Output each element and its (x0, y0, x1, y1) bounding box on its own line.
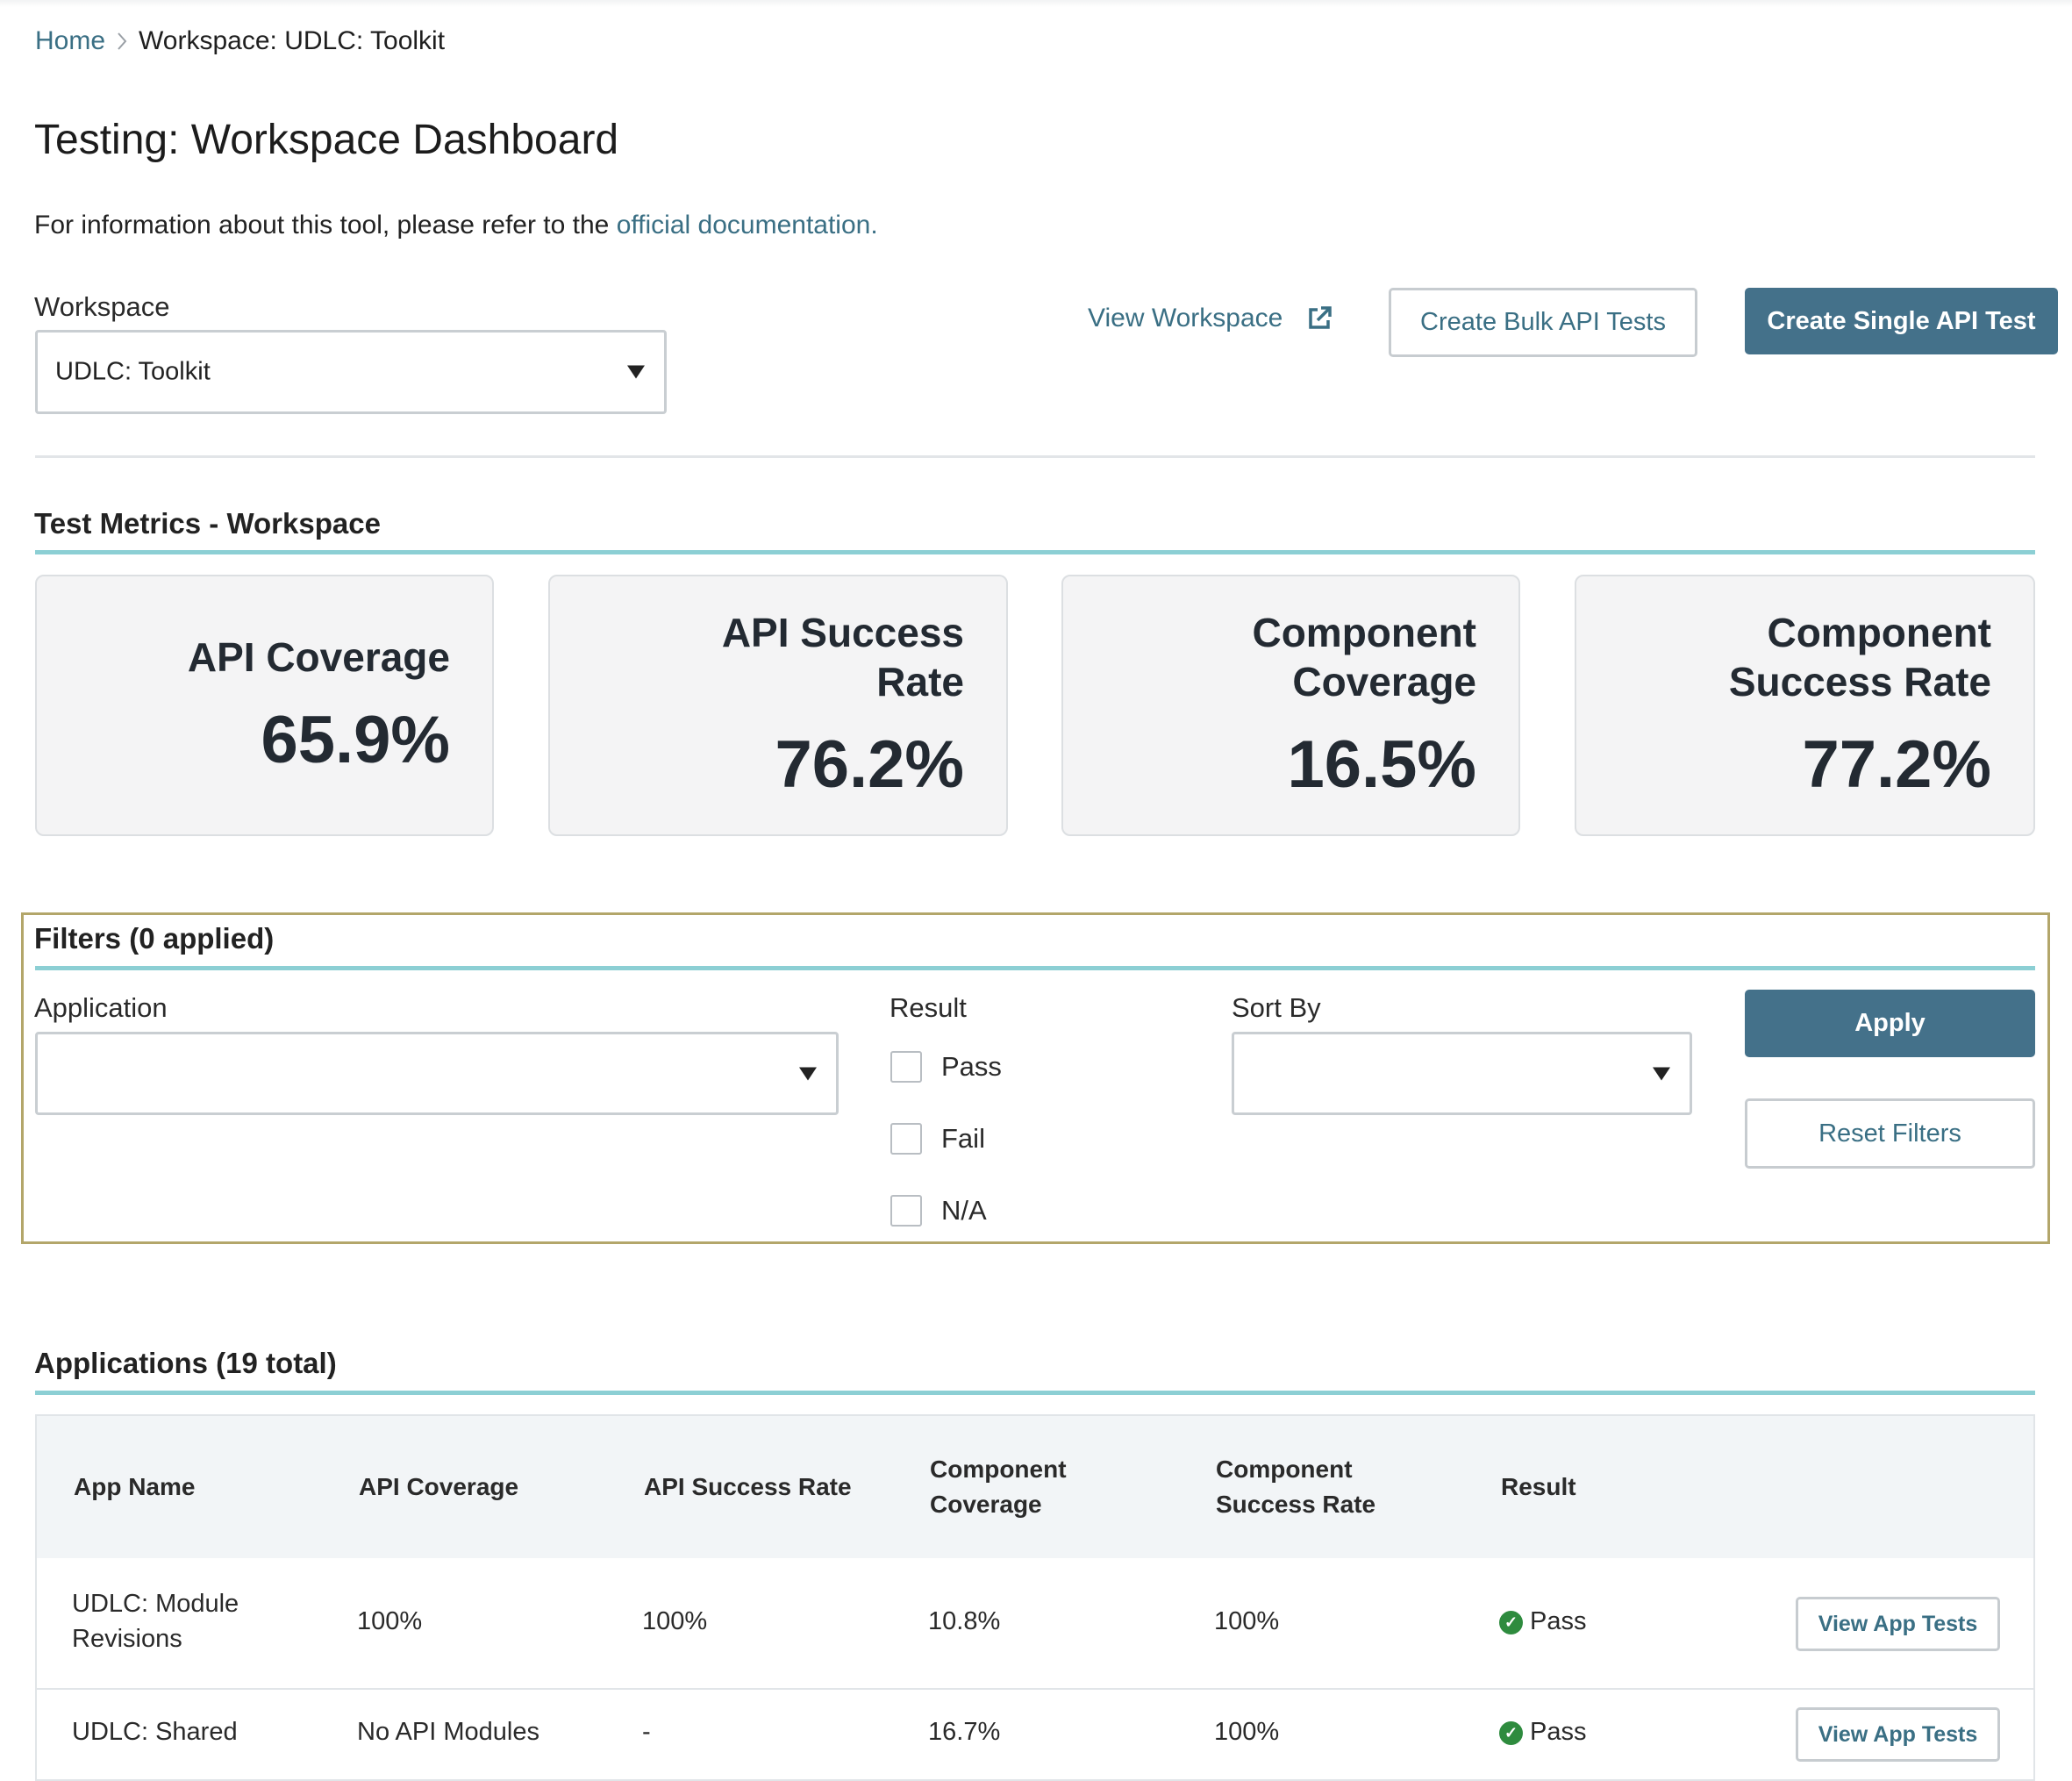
documentation-link[interactable]: official documentation. (616, 211, 878, 240)
column-header-component-success-rate: Component Success Rate (1216, 1456, 1376, 1518)
result-cell: ✓ Pass (1499, 1714, 1586, 1749)
create-single-api-test-button[interactable]: Create Single API Test (1745, 288, 2058, 354)
column-header-component-coverage: Component Coverage (930, 1456, 1067, 1518)
component-success-cell: 100% (1214, 1607, 1280, 1635)
table-header: App Name API Coverage API Success Rate C… (37, 1416, 2033, 1558)
fail-checkbox-label: Fail (941, 1123, 985, 1154)
divider (35, 455, 2035, 458)
filters-panel (21, 912, 2050, 1244)
view-app-tests-button[interactable]: View App Tests (1796, 1597, 2000, 1651)
metric-card-component-coverage: Component Coverage 16.5% (1061, 575, 1520, 836)
applications-title: Applications (19 total) (34, 1347, 337, 1379)
view-app-tests-button[interactable]: View App Tests (1796, 1707, 2000, 1762)
caret-down-icon (627, 365, 645, 379)
metric-card-api-coverage: API Coverage 65.9% (35, 575, 494, 836)
page-title: Testing: Workspace Dashboard (34, 117, 619, 163)
sort-by-label: Sort By (1232, 992, 1321, 1023)
application-filter-label: Application (34, 992, 168, 1023)
metric-card-value: 16.5% (1287, 727, 1477, 802)
api-coverage-cell: No API Modules (357, 1718, 539, 1746)
workspace-select[interactable]: UDLC: Toolkit (35, 330, 667, 414)
breadcrumb-current: Workspace: UDLC: Toolkit (139, 26, 446, 55)
applications-table: App Name API Coverage API Success Rate C… (35, 1414, 2035, 1781)
result-text: Pass (1530, 1718, 1587, 1746)
metric-card-component-success-rate: Component Success Rate 77.2% (1575, 575, 2035, 836)
component-coverage-cell: 16.7% (928, 1718, 1001, 1746)
result-option-fail[interactable]: Fail (890, 1123, 985, 1155)
info-text-body: For information about this tool, please … (34, 211, 617, 240)
view-workspace-link[interactable]: View Workspace (1088, 304, 1333, 333)
top-shadow (0, 0, 2072, 7)
result-filter-label: Result (890, 992, 967, 1023)
pass-checkbox-label: Pass (941, 1051, 1002, 1082)
metric-card-title: Component Coverage (1252, 610, 1476, 705)
workspace-label: Workspace (34, 291, 170, 322)
column-header-api-coverage: API Coverage (359, 1473, 519, 1500)
external-link-icon (1305, 304, 1333, 333)
test-metrics-title: Test Metrics - Workspace (34, 507, 381, 540)
api-success-cell: - (642, 1718, 651, 1746)
create-bulk-api-tests-button[interactable]: Create Bulk API Tests (1389, 288, 1697, 357)
app-name-cell: UDLC: Shared (72, 1718, 238, 1746)
metric-card-value: 65.9% (261, 703, 451, 777)
column-header-app-name: App Name (74, 1473, 196, 1500)
na-checkbox[interactable] (890, 1195, 922, 1227)
chevron-right-icon (116, 31, 128, 52)
na-checkbox-label: N/A (941, 1195, 987, 1226)
result-cell: ✓ Pass (1499, 1604, 1586, 1639)
result-option-na[interactable]: N/A (890, 1195, 987, 1227)
sort-by-select[interactable] (1232, 1032, 1692, 1115)
filters-rule (35, 966, 2035, 970)
check-circle-icon: ✓ (1499, 1720, 1523, 1745)
component-success-cell: 100% (1214, 1718, 1280, 1746)
check-circle-icon: ✓ (1499, 1610, 1523, 1634)
breadcrumb: Home Workspace: UDLC: Toolkit (35, 26, 445, 56)
breadcrumb-home-link[interactable]: Home (35, 26, 106, 55)
caret-down-icon (799, 1067, 817, 1080)
view-workspace-label: View Workspace (1088, 304, 1283, 333)
metric-card-title: API Coverage (187, 634, 450, 680)
workspace-select-value: UDLC: Toolkit (55, 357, 211, 386)
info-text: For information about this tool, please … (34, 211, 878, 240)
filters-title: Filters (0 applied) (34, 922, 275, 955)
metric-card-value: 77.2% (1802, 727, 1992, 802)
row-divider (37, 1688, 2033, 1690)
metric-card-title: API Success Rate (721, 610, 964, 705)
component-coverage-cell: 10.8% (928, 1607, 1001, 1635)
metrics-rule (35, 550, 2035, 554)
reset-filters-button[interactable]: Reset Filters (1745, 1098, 2035, 1169)
metric-card-value: 76.2% (775, 727, 965, 802)
column-header-result: Result (1501, 1473, 1576, 1500)
metric-card-api-success-rate: API Success Rate 76.2% (548, 575, 1008, 836)
result-text: Pass (1530, 1607, 1587, 1635)
pass-checkbox[interactable] (890, 1051, 922, 1083)
result-option-pass[interactable]: Pass (890, 1051, 1002, 1083)
api-success-cell: 100% (642, 1607, 708, 1635)
caret-down-icon (1653, 1067, 1670, 1080)
column-header-api-success-rate: API Success Rate (644, 1473, 852, 1500)
fail-checkbox[interactable] (890, 1123, 922, 1155)
apply-filters-button[interactable]: Apply (1745, 990, 2035, 1057)
metric-card-title: Component Success Rate (1728, 610, 1991, 705)
app-name-cell: UDLC: Module Revisions (72, 1590, 239, 1653)
applications-rule (35, 1391, 2035, 1395)
api-coverage-cell: 100% (357, 1607, 423, 1635)
application-filter-select[interactable] (35, 1032, 839, 1115)
